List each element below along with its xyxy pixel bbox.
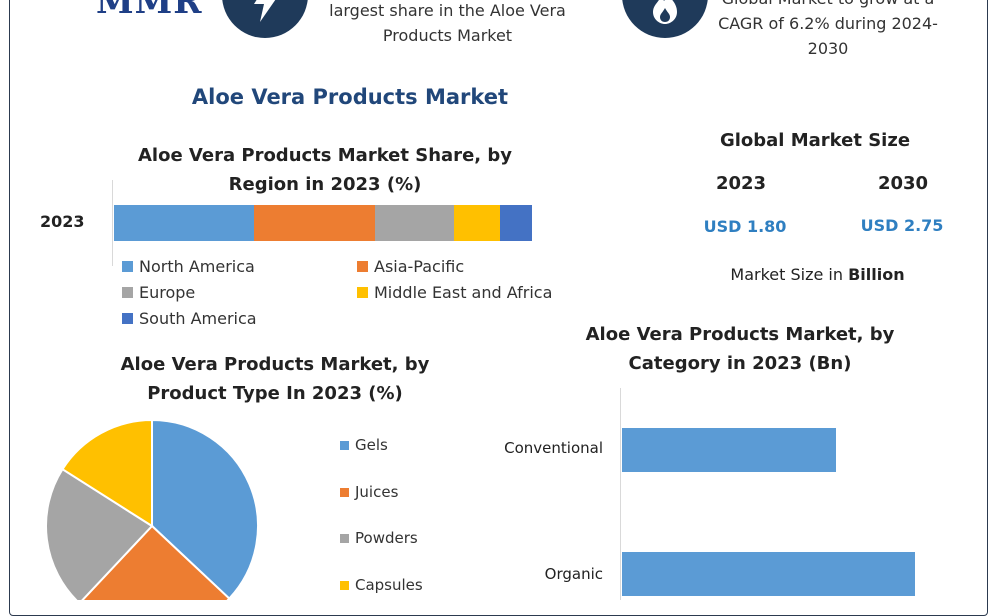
global-market-value-2030: USD 2.75 [860, 216, 944, 235]
pie-slice-gels [151, 418, 259, 600]
main-title: Aloe Vera Products Market [191, 85, 509, 109]
pie-legend-juices: Juices [340, 483, 398, 501]
legend-swatch [122, 313, 133, 324]
category-label-conventional: Conventional [504, 439, 603, 457]
legend-item-south-america: South America [122, 309, 257, 328]
region-bar-segment-middle-east-and-africa [454, 205, 500, 241]
region-bar-segment-europe [375, 205, 454, 241]
category-label-organic: Organic [544, 565, 603, 583]
pie-slice-juices [81, 524, 231, 600]
legend-swatch [357, 287, 368, 298]
legend-swatch [340, 534, 349, 543]
pie-slice-powders [45, 467, 154, 600]
legend-item-asia-pacific: Asia-Pacific [357, 257, 464, 276]
pie-legend-capsules: Capsules [340, 576, 423, 594]
logo-text: MMR [96, 0, 203, 22]
region-bar-segment-north-america [114, 205, 254, 241]
legend-item-middle-east-africa: Middle East and Africa [357, 283, 552, 302]
legend-swatch [340, 441, 349, 450]
global-market-year-2023: 2023 [715, 173, 767, 194]
legend-swatch [122, 261, 133, 272]
region-stacked-bar [114, 205, 532, 241]
flame-icon [653, 0, 677, 24]
category-bar-organic [622, 552, 915, 596]
global-market-title: Global Market Size [719, 130, 911, 151]
product-type-pie-chart [45, 418, 259, 600]
banner-left-text: largest share in the Aloe Vera Products … [329, 1, 566, 45]
legend-item-europe: Europe [122, 283, 195, 302]
pie-slice-capsules [61, 418, 153, 528]
region-bar-segment-asia-pacific [254, 205, 375, 241]
legend-swatch [340, 488, 349, 497]
product-type-chart-title: Aloe Vera Products Market, by Product Ty… [120, 354, 430, 404]
category-chart-axis [620, 388, 621, 600]
region-chart-title: Aloe Vera Products Market Share, by Regi… [137, 145, 512, 195]
legend-item-north-america: North America [122, 257, 255, 276]
global-market-value-2023: USD 1.80 [703, 217, 787, 236]
lightning-icon [254, 0, 276, 22]
legend-swatch [357, 261, 368, 272]
global-market-year-2030: 2030 [877, 173, 929, 194]
category-chart-title: Aloe Vera Products Market, by Category i… [585, 324, 895, 374]
legend-swatch [340, 581, 349, 590]
region-chart-category-label: 2023 [40, 212, 85, 231]
category-bar-conventional [622, 428, 836, 472]
banner-right-text: Global Market to grow at a CAGR of 6.2% … [718, 0, 938, 58]
region-chart-axis [112, 180, 113, 266]
legend-swatch [122, 287, 133, 298]
pie-legend-gels: Gels [340, 436, 388, 454]
pie-legend-powders: Powders [340, 529, 418, 547]
region-bar-segment-south-america [500, 205, 532, 241]
market-size-note: Market Size in Billion [730, 265, 905, 284]
